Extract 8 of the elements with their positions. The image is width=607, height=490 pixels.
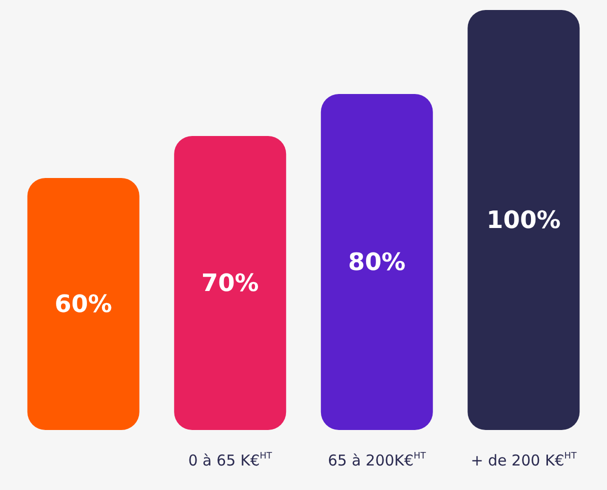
data-label: 60% [54,290,112,318]
data-label: 100% [486,206,561,234]
bar [320,94,433,430]
bar [468,10,580,430]
data-label: 80% [348,248,406,276]
data-label: 70% [201,269,259,297]
bar [174,136,286,430]
bar [27,178,140,430]
